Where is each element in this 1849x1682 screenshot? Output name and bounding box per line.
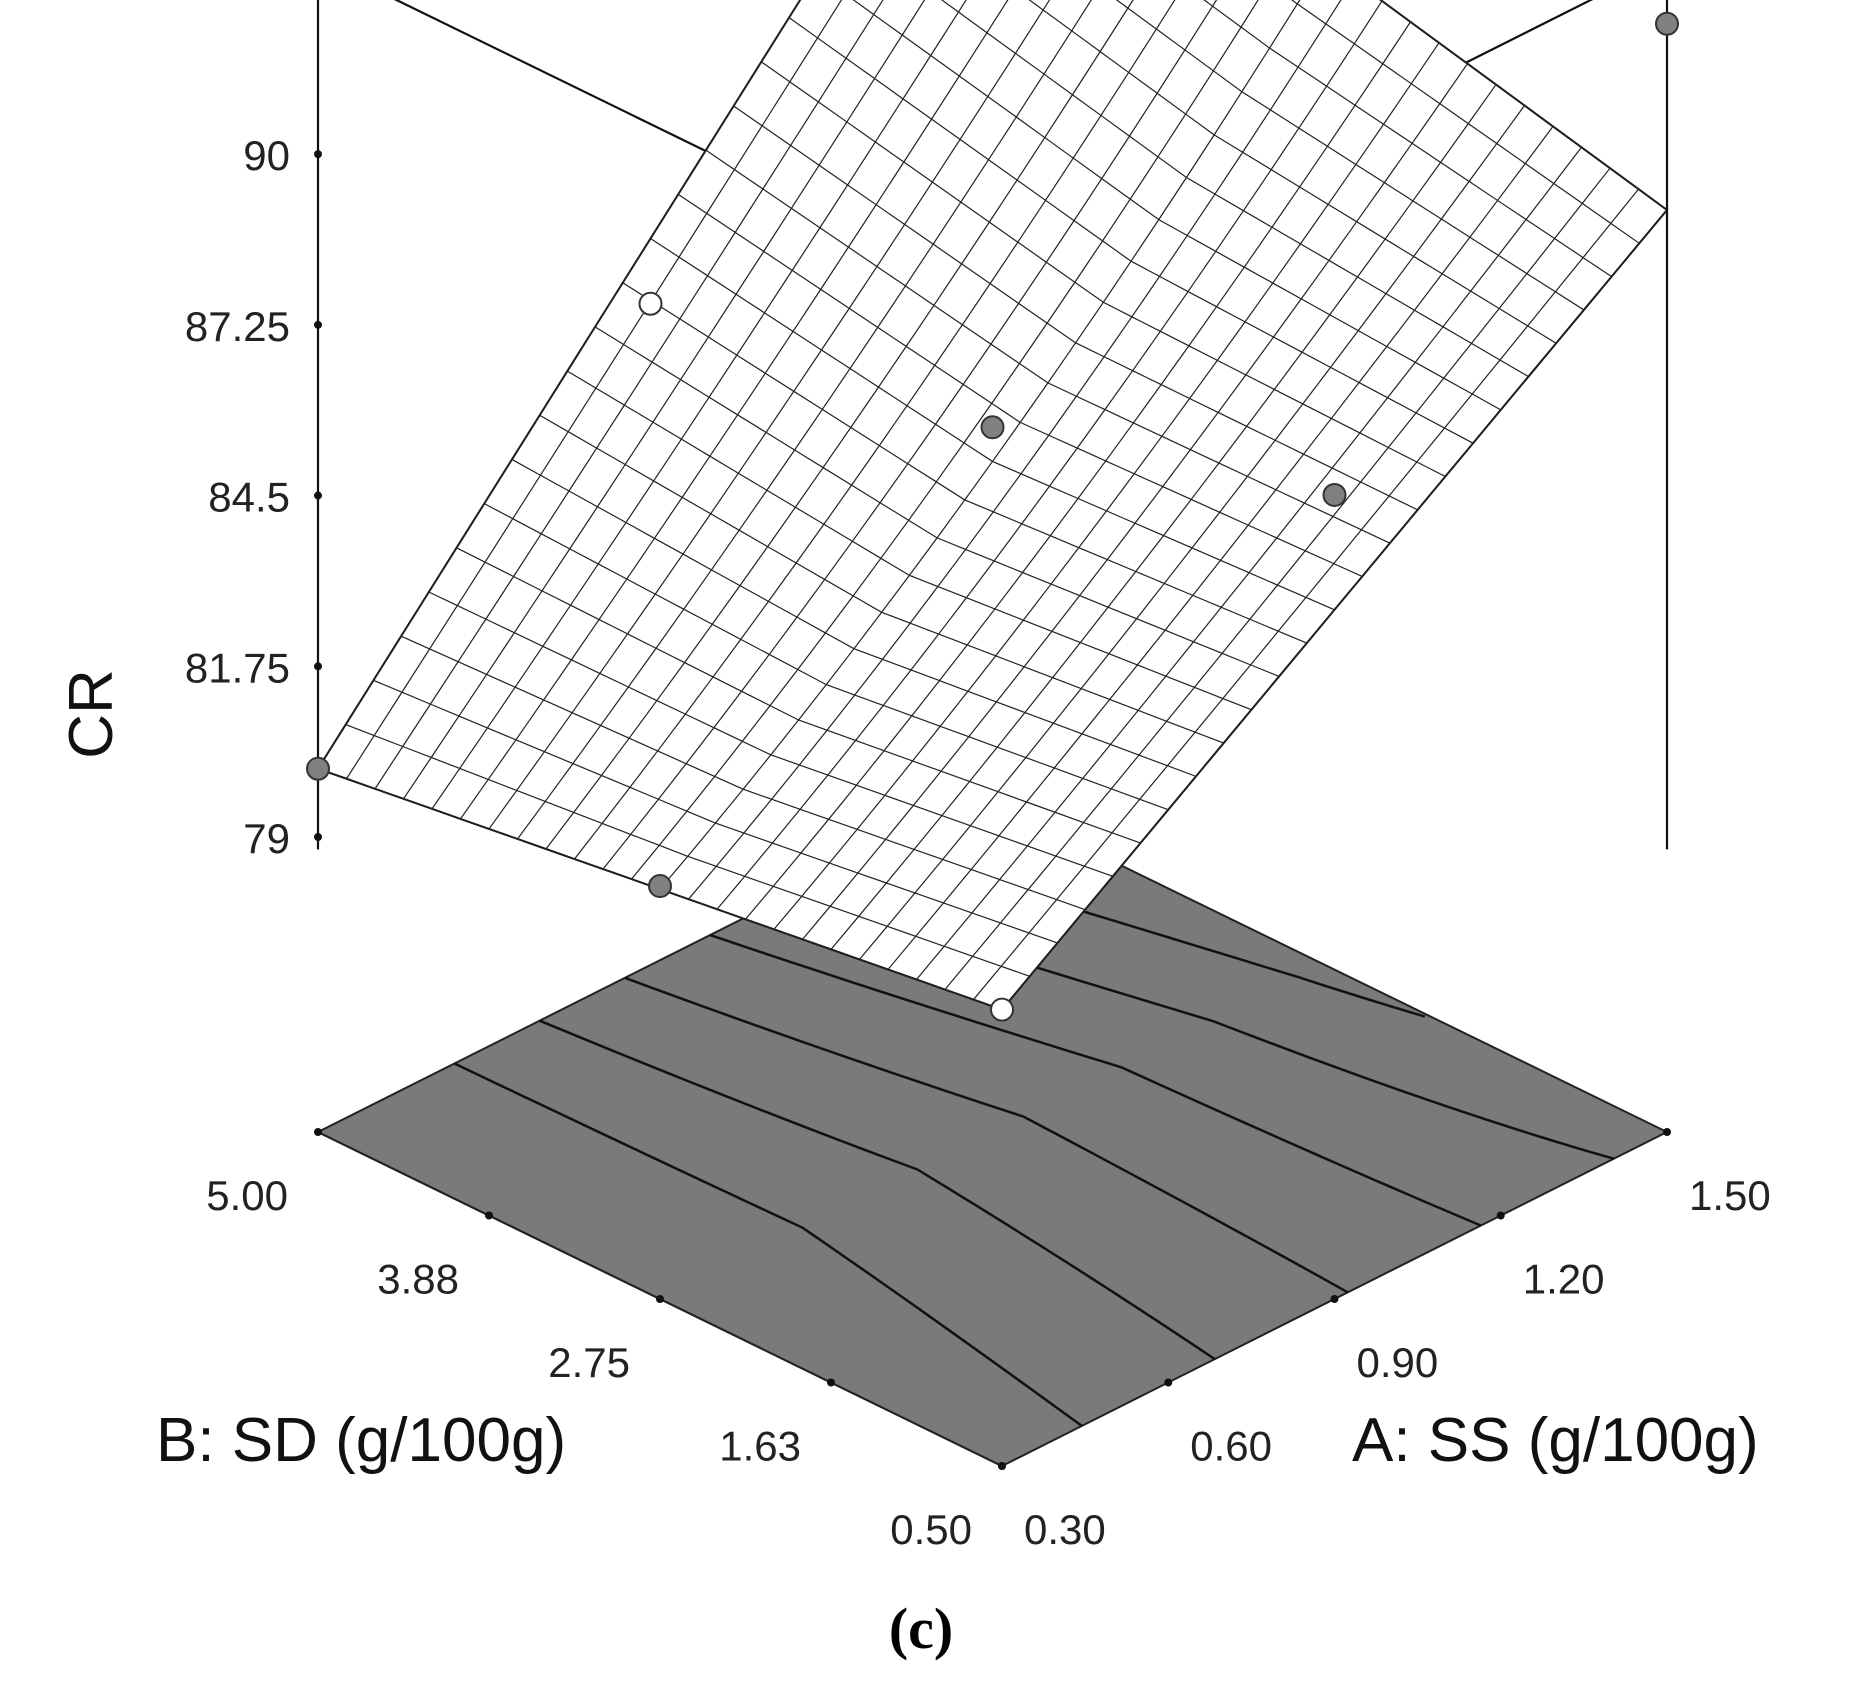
mesh-line-b [403,0,926,800]
a-tick-mark [1330,1295,1339,1303]
b-tick-label: 0.50 [890,1506,972,1553]
z-tick-label: 79 [243,815,290,862]
design-point [1655,11,1679,36]
mesh-line-b [374,0,884,790]
design-point [990,997,1014,1022]
mesh-line-b [460,0,1009,820]
mesh-line-b [859,105,1525,960]
a-axis-title: A: SS (g/100g) [1352,1406,1759,1475]
b-tick-mark [656,1295,664,1303]
mesh-line-b [887,126,1554,970]
a-tick-mark [1164,1378,1173,1387]
mesh-line-b [944,167,1611,990]
a-tick-mark [1496,1211,1505,1220]
z-axis-title: CR [57,669,126,759]
mesh-line-b [973,188,1639,1000]
z-tick-label: 81.75 [185,644,290,691]
z-tick-label: 87.25 [185,303,290,350]
b-tick-label: 2.75 [548,1339,630,1386]
b-tick-mark [485,1211,493,1220]
a-tick-mark [1663,1128,1671,1136]
mesh-line-b [488,0,1051,830]
a-tick-label: 0.90 [1357,1339,1439,1386]
b-tick-mark [314,1128,322,1136]
contour-line [709,933,1482,1227]
a-tick-label: 0.60 [1190,1423,1272,1470]
a-tick-label: 1.50 [1689,1172,1771,1219]
mesh-line-b [574,0,1176,860]
mesh-line-b [773,42,1440,930]
design-point [638,291,663,316]
surface-mesh [316,0,1669,1011]
axis-labels: 79 81.75 84.5 87.25 90 0.30 0.60 0.90 1.20 1.50 0.… [57,132,1771,1661]
mesh-line-b [1001,209,1668,1010]
z-tick-mark [314,833,322,841]
mesh-line-b [659,0,1301,890]
mesh-line-b [916,146,1582,980]
figure-caption: (c) [889,1596,953,1661]
mesh-line-b [317,0,801,770]
mesh-line-b [517,0,1092,840]
design-point [648,874,672,899]
z-tick-mark [314,491,322,500]
z-tick-mark [314,320,322,329]
mesh-line-b [631,0,1259,880]
mesh-line-b [602,0,1218,870]
mesh-line-b [716,0,1383,910]
mesh-line-b [545,0,1134,850]
a-tick-label: 1.20 [1523,1256,1605,1303]
b-tick-label: 3.88 [377,1256,459,1303]
z-tick-mark [314,150,322,159]
b-axis-title: B: SD (g/100g) [156,1406,566,1475]
b-tick-label: 5.00 [206,1172,288,1219]
contour-line [624,976,1349,1294]
b-tick-label: 1.63 [719,1423,801,1470]
z-tick-label: 90 [243,132,290,179]
design-points [306,11,1679,1022]
contour-line [539,1019,1216,1361]
z-tick-label: 84.5 [208,474,290,521]
surface-fill [316,0,1669,1011]
a-tick-label: 0.30 [1024,1506,1106,1553]
mesh-line-b [431,0,967,810]
contour-line [453,1062,1083,1427]
mesh-line-b [830,84,1497,950]
design-point [980,415,1005,440]
mesh-line-b [802,63,1468,940]
plot-box-front-edges [316,0,1669,850]
mesh-line-b [688,0,1342,900]
mesh-line-b [345,0,843,780]
mesh-line-b [745,21,1412,920]
design-point [1322,482,1347,507]
b-tick-mark [827,1378,835,1387]
z-tick-mark [314,662,322,671]
b-tick-mark [998,1462,1006,1470]
design-point [306,756,330,781]
